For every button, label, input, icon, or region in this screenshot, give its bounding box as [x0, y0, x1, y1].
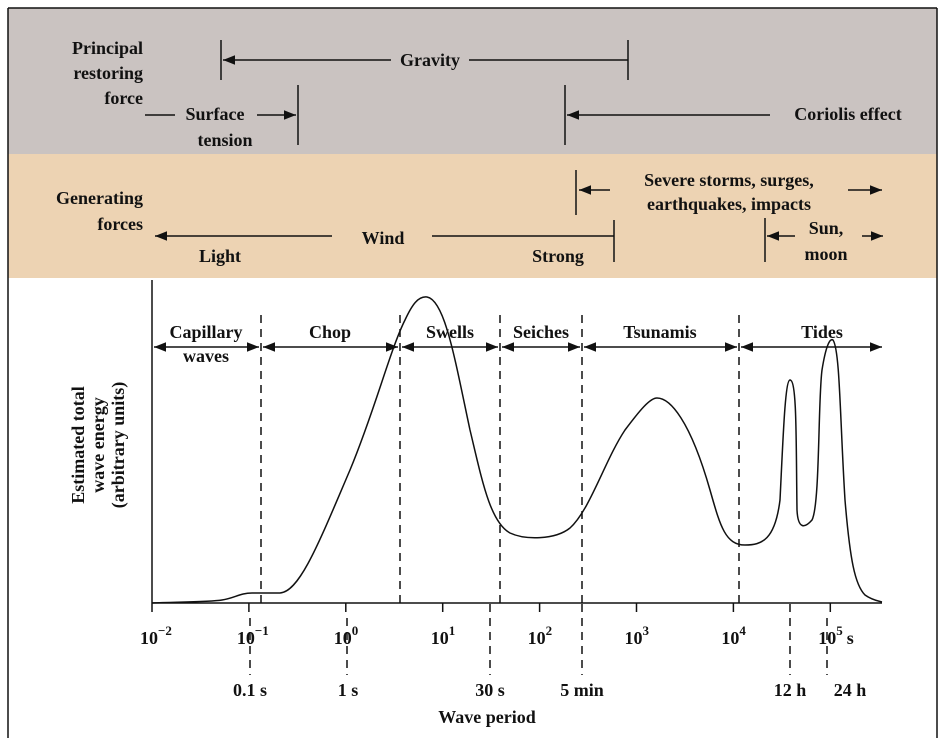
- region-label: Tides: [801, 322, 843, 342]
- tick-exp: 0: [352, 623, 359, 638]
- x-tick-label: 100: [334, 623, 359, 648]
- tick-exp: −2: [158, 623, 172, 638]
- y-axis-label: Estimated total wave energy (arbitrary u…: [68, 382, 129, 508]
- x-tick-label: 10−1: [237, 623, 269, 648]
- storms: earthquakes, impacts: [647, 194, 811, 214]
- sun-moon: Sun,: [809, 218, 844, 238]
- restoring-section: Principal restoring force Gravity Surfac…: [72, 38, 902, 150]
- label: restoring: [73, 63, 143, 83]
- x-tick-label: 10−2: [140, 623, 172, 648]
- light: Light: [199, 246, 241, 266]
- tick-base: 10: [721, 628, 739, 648]
- tick-base: 10: [237, 628, 255, 648]
- tick-base: 10: [140, 628, 158, 648]
- y-label-line: (arbitrary units): [108, 382, 129, 508]
- x-tick-label: 102: [528, 623, 553, 648]
- tick-exp: 2: [546, 623, 553, 638]
- x-ticks: 10−2 10−1 100 101 102 103 104 105 s: [140, 603, 854, 648]
- plot: Capillary waves Chop Swells Seiches Tsun…: [68, 280, 883, 727]
- generating-band: [8, 154, 937, 278]
- period-marks: [249, 604, 828, 675]
- tick-exp: 5: [836, 623, 843, 638]
- surface-tension: tension: [197, 130, 252, 150]
- x-axis-label: Wave period: [438, 707, 536, 727]
- surface-tension: Surface: [186, 104, 245, 124]
- period-label: 12 h: [774, 680, 807, 700]
- generating-section: Generating forces Wind Light Strong Seve…: [56, 170, 883, 266]
- label: Principal: [72, 38, 143, 58]
- label: Generating: [56, 188, 143, 208]
- coriolis: Coriolis effect: [794, 104, 901, 124]
- tick-base: 10: [818, 628, 836, 648]
- period-label: 1 s: [338, 680, 359, 700]
- tick-base: 10: [334, 628, 352, 648]
- period-label: 30 s: [475, 680, 505, 700]
- period-label: 5 min: [560, 680, 604, 700]
- energy-curve: [151, 296, 883, 604]
- period-label: 24 h: [834, 680, 867, 700]
- x-tick-label: 103: [625, 623, 650, 648]
- restoring-band: [8, 8, 937, 154]
- region-dividers: [260, 315, 740, 603]
- tick-exp: 1: [449, 623, 456, 638]
- label: force: [104, 88, 143, 108]
- x-tick-label: 101: [431, 623, 456, 648]
- sun-moon: moon: [804, 244, 847, 264]
- region-label: Capillary: [169, 322, 242, 342]
- tick-exp: 3: [643, 623, 650, 638]
- tick-exp: −1: [255, 623, 269, 638]
- storms: Severe storms, surges,: [644, 170, 814, 190]
- y-label-line: wave energy: [88, 397, 108, 492]
- y-label-line: Estimated total: [68, 386, 88, 503]
- x-tick-label: 104: [721, 623, 746, 648]
- tick-exp: 4: [739, 623, 746, 638]
- wind: Wind: [362, 228, 405, 248]
- x-tick-label: 105 s: [818, 623, 854, 648]
- tick-base: 10: [528, 628, 546, 648]
- region-label: Swells: [426, 322, 474, 342]
- tick-base: 10: [625, 628, 643, 648]
- region-label: waves: [183, 346, 229, 366]
- tick-base: 10: [431, 628, 449, 648]
- label: forces: [97, 214, 143, 234]
- strong: Strong: [532, 246, 584, 266]
- period-label: 0.1 s: [233, 680, 267, 700]
- region-label: Tsunamis: [623, 322, 696, 342]
- region-label: Chop: [309, 322, 351, 342]
- region-label: Seiches: [513, 322, 569, 342]
- gravity: Gravity: [400, 50, 460, 70]
- tick-unit: s: [847, 628, 854, 648]
